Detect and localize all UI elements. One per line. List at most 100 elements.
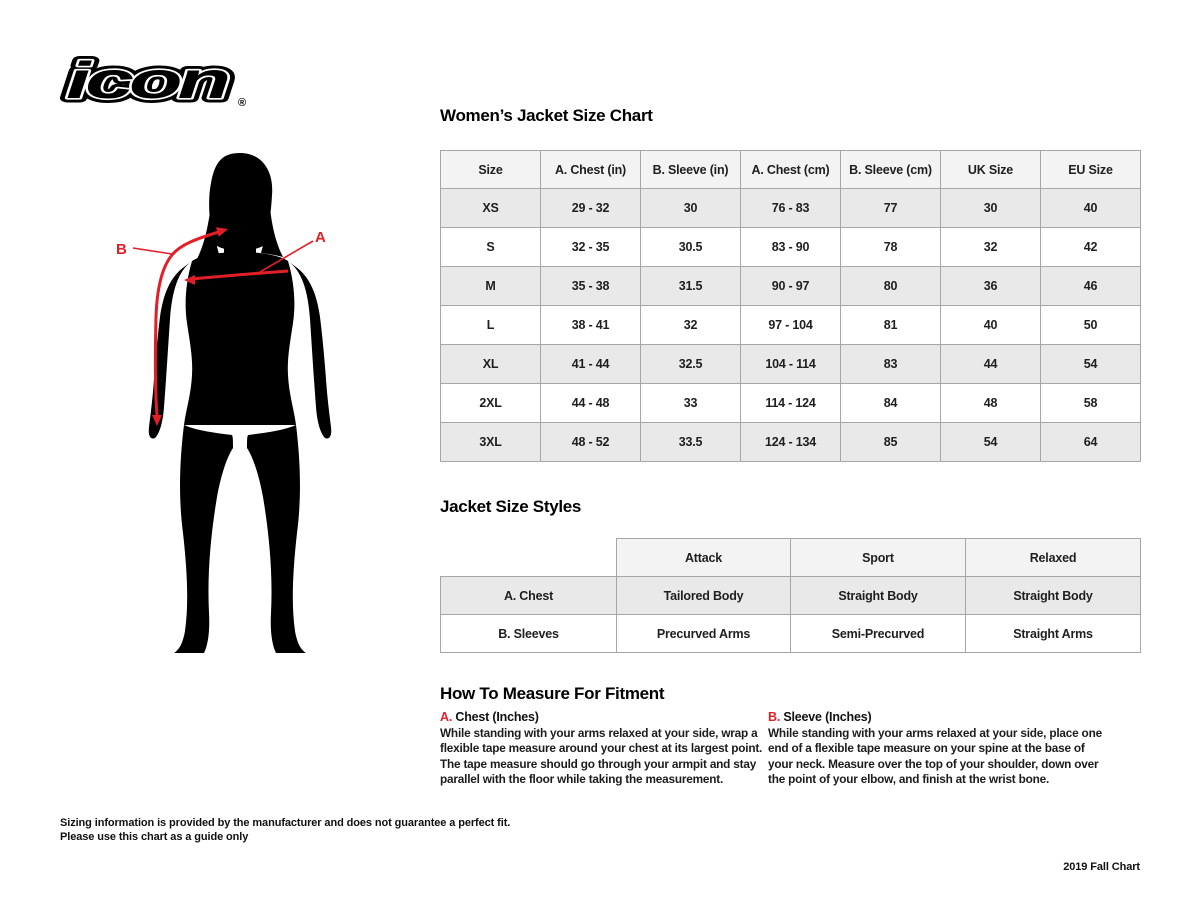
table-cell: 3XL xyxy=(440,422,541,462)
table-cell: 78 xyxy=(840,227,941,267)
column-header: B. Sleeve (in) xyxy=(640,150,741,189)
table-row: S 32 - 35 30.5 83 - 90 78 32 42 xyxy=(440,227,1141,267)
table-cell: 32 xyxy=(940,227,1041,267)
table-cell: Tailored Body xyxy=(616,576,791,615)
table-cell: 84 xyxy=(840,383,941,423)
table-row: XS 29 - 32 30 76 - 83 77 30 40 xyxy=(440,188,1141,228)
sleeve-measure-line xyxy=(153,229,223,416)
table-cell: 54 xyxy=(1040,344,1141,384)
table-cell: 29 - 32 xyxy=(540,188,641,228)
table-cell: Straight Body xyxy=(965,576,1141,615)
icon-logo-icon: icon icon ® xyxy=(62,48,247,115)
disclaimer-line-2: Please use this chart as a guide only xyxy=(60,830,249,843)
measurement-annotations: A B xyxy=(116,227,326,426)
table-cell: 85 xyxy=(840,422,941,462)
table-cell: 64 xyxy=(1040,422,1141,462)
table-cell: Straight Body xyxy=(790,576,966,615)
table-cell: 58 xyxy=(1040,383,1141,423)
column-header: B. Sleeve (cm) xyxy=(840,150,941,189)
table-cell: 42 xyxy=(1040,227,1141,267)
column-header: Size xyxy=(440,150,541,189)
table-cell: 36 xyxy=(940,266,1041,306)
column-header: Attack xyxy=(616,538,791,577)
table-cell: M xyxy=(440,266,541,306)
table-cell: Straight Arms xyxy=(965,614,1141,653)
table-cell: A. Chest xyxy=(440,576,617,615)
table-cell: 48 - 52 xyxy=(540,422,641,462)
table-cell: 30 xyxy=(940,188,1041,228)
styles-title: Jacket Size Styles xyxy=(440,497,582,516)
table-cell: 33 xyxy=(640,383,741,423)
table-cell: 50 xyxy=(1040,305,1141,345)
column-header: A. Chest (in) xyxy=(540,150,641,189)
table-cell: 40 xyxy=(940,305,1041,345)
table-cell: 41 - 44 xyxy=(540,344,641,384)
measure-instructions-sleeve: B. Sleeve (Inches) While standing with y… xyxy=(768,710,1104,788)
chest-measure-line xyxy=(191,269,289,281)
table-row: L 38 - 41 32 97 - 104 81 40 50 xyxy=(440,305,1141,345)
column-header: Relaxed xyxy=(965,538,1141,577)
table-cell: 81 xyxy=(840,305,941,345)
table-cell: 76 - 83 xyxy=(740,188,841,228)
table-cell: 44 - 48 xyxy=(540,383,641,423)
registered-mark: ® xyxy=(238,97,246,109)
table-cell: 33.5 xyxy=(640,422,741,462)
measure-chest-heading: A. Chest (Inches) xyxy=(440,710,776,724)
table-cell: 32.5 xyxy=(640,344,741,384)
table-cell: 35 - 38 xyxy=(540,266,641,306)
measure-sleeve-label: Sleeve (Inches) xyxy=(783,710,872,724)
header-row: Attack Sport Relaxed xyxy=(441,538,1141,577)
column-header: A. Chest (cm) xyxy=(740,150,841,189)
measure-sleeve-letter: B. xyxy=(768,710,781,724)
table-cell: B. Sleeves xyxy=(440,614,617,653)
measure-chest-text: While standing with your arms relaxed at… xyxy=(440,726,763,787)
measure-chest-label: Chest (Inches) xyxy=(455,710,539,724)
table-cell: 54 xyxy=(940,422,1041,462)
column-header xyxy=(441,539,617,577)
silhouette-shapes xyxy=(148,153,332,653)
label-b-pointer xyxy=(132,247,173,255)
chest-arrow-icon xyxy=(184,275,195,285)
disclaimer: Sizing information is provided by the ma… xyxy=(60,817,510,844)
table-cell: 97 - 104 xyxy=(740,305,841,345)
table-row: XL 41 - 44 32.5 104 - 114 83 44 54 xyxy=(440,344,1141,384)
table-cell: 80 xyxy=(840,266,941,306)
table-cell: S xyxy=(440,227,541,267)
measure-title: How To Measure For Fitment xyxy=(440,684,665,703)
table-cell: 38 - 41 xyxy=(540,305,641,345)
measure-instructions-chest: A. Chest (Inches) While standing with yo… xyxy=(440,710,776,788)
logo-text: icon xyxy=(66,52,228,110)
table-cell: Precurved Arms xyxy=(616,614,791,653)
label-a: A xyxy=(315,229,326,246)
measure-sleeve-text: While standing with your arms relaxed at… xyxy=(768,726,1102,787)
size-chart-table: Size A. Chest (in) B. Sleeve (in) A. Chest … xyxy=(440,150,1141,462)
table-cell: Semi-Precurved xyxy=(790,614,966,653)
table-cell: 30 xyxy=(640,188,741,228)
label-a-pointer xyxy=(259,240,314,273)
table-cell: 48 xyxy=(940,383,1041,423)
table-cell: XS xyxy=(440,188,541,228)
table-cell: 83 xyxy=(840,344,941,384)
table-cell: L xyxy=(440,305,541,345)
table-cell: 2XL xyxy=(440,383,541,423)
table-row: M 35 - 38 31.5 90 - 97 80 36 46 xyxy=(440,266,1141,306)
sleeve-arrow-top-icon xyxy=(216,227,228,237)
table-row: B. Sleeves Precurved Arms Semi-Precurved St… xyxy=(440,614,1141,653)
table-cell: 32 - 35 xyxy=(540,227,641,267)
measurement-figure: A B xyxy=(100,145,380,665)
size-chart-title: Women’s Jacket Size Chart xyxy=(440,106,653,125)
female-silhouette-icon: A B xyxy=(116,153,332,653)
chart-version: 2019 Fall Chart xyxy=(1063,861,1140,873)
sleeve-arrow-bottom-icon xyxy=(152,415,162,426)
table-cell: 104 - 114 xyxy=(740,344,841,384)
column-header: Sport xyxy=(790,538,966,577)
measure-sleeve-heading: B. Sleeve (Inches) xyxy=(768,710,1104,724)
table-cell: XL xyxy=(440,344,541,384)
table-row: 2XL 44 - 48 33 114 - 124 84 48 58 xyxy=(440,383,1141,423)
table-cell: 40 xyxy=(1040,188,1141,228)
column-header: UK Size xyxy=(940,150,1041,189)
styles-table: Attack Sport Relaxed A. Chest Tailored Body S… xyxy=(440,538,1141,653)
header-row: Size A. Chest (in) B. Sleeve (in) A. Chest … xyxy=(440,150,1141,189)
logo-outline-text: icon xyxy=(66,52,228,110)
